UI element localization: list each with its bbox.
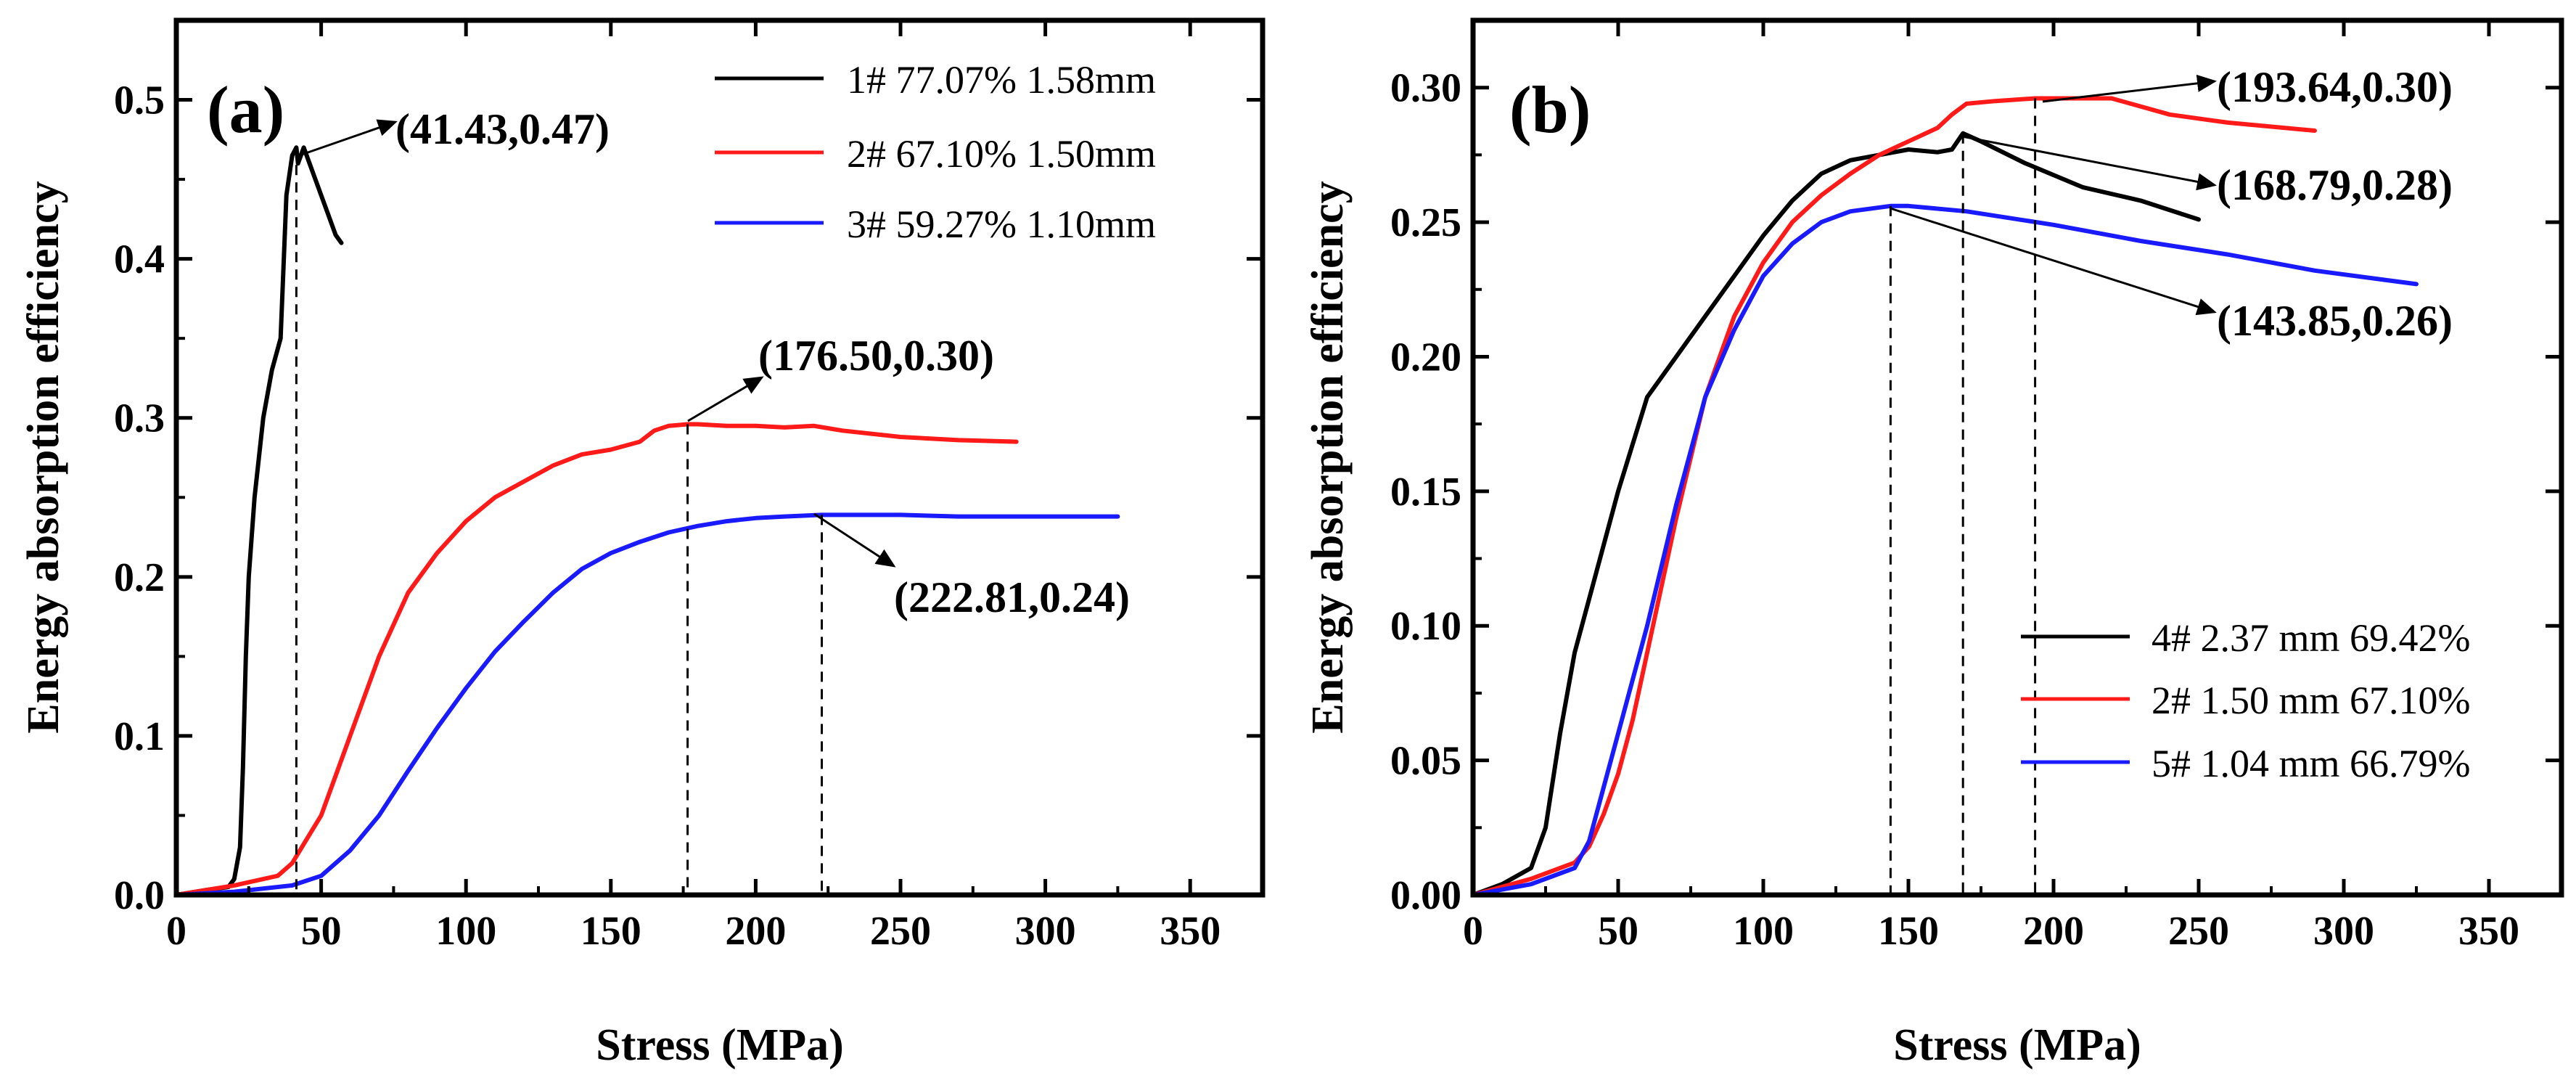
- panel-a-x-tick-label-3: 150: [581, 909, 641, 954]
- panel-a-annotation-2: (176.50,0.30): [687, 332, 994, 422]
- panel-b-annotation-1-label: (193.64,0.30): [2217, 63, 2453, 111]
- panel-a: 0 50 100 150 200 250 300 3500.00.10.20.30.40.5 …: [19, 17, 1266, 1070]
- panel-a-series-line-1: [174, 145, 344, 897]
- panel-a-legend-item-1: 1# 77.07% 1.58mm: [715, 58, 1156, 102]
- panel-a-y-tick-label-0: 0.0: [114, 873, 165, 918]
- panel-a-annotation-1-label: (41.43,0.47): [395, 105, 610, 153]
- panel-a-label: (a): [207, 73, 284, 147]
- panel-b-series-line-1: [1471, 131, 2201, 897]
- panel-a-y-tick-label-5: 0.5: [114, 78, 165, 123]
- panel-b-x-axis-title: Stress (MPa): [1893, 1020, 2141, 1070]
- panel-a-legend-label-2: 2# 67.10% 1.50mm: [847, 132, 1156, 176]
- panel-b-annotation-3-arrow: [1890, 207, 2217, 316]
- panel-b-annotation-1: (193.64,0.30): [2042, 63, 2453, 111]
- panel-b-ticks-layer: 0 50 100 150 200 250 300 350 0.00 0.05 0.10 0.15 0.2…: [1390, 20, 2561, 954]
- panel-b-x-tick-label-4: 200: [2023, 909, 2084, 954]
- panel-b-legend-item-2: 2# 1.50 mm 67.10%: [2021, 679, 2471, 722]
- panel-b-series-line-2: [1471, 96, 2317, 897]
- panel-a-series-layer: [174, 145, 1120, 897]
- panel-b-legend-item-3: 5# 1.04 mm 66.79%: [2021, 742, 2471, 785]
- panel-a-x-tick-label-7: 350: [1160, 909, 1221, 954]
- panel-a-legend-label-1: 1# 77.07% 1.58mm: [847, 58, 1156, 102]
- panel-b-y-axis-title: Energy absorption efficiency: [1303, 181, 1353, 733]
- panel-b-frame: [1470, 17, 2564, 898]
- panel-a-x-tick-label-2: 100: [435, 909, 496, 954]
- panel-a-x-tick-label-6: 300: [1015, 909, 1076, 954]
- panel-a-y-axis-title: Energy absorption efficiency: [19, 181, 68, 733]
- panel-a-y-tick-label-4: 0.4: [114, 237, 165, 282]
- panel-b-x-tick-label-1: 50: [1598, 909, 1638, 954]
- panel-a-legend-item-2: 2# 67.10% 1.50mm: [715, 132, 1156, 176]
- panel-a-annotation-1-arrow: [297, 119, 398, 158]
- panel-b-y-tick-label-1: 0.05: [1390, 739, 1461, 784]
- panel-b-series-line-3: [1471, 203, 2419, 897]
- panel-b-annotation-2-label: (168.79,0.28): [2217, 161, 2453, 209]
- panel-b-x-tick-label-2: 100: [1733, 909, 1794, 954]
- panel-a-x-tick-label-1: 50: [301, 909, 342, 954]
- panel-b-y-tick-label-3: 0.15: [1390, 470, 1461, 515]
- panel-b-annotations: (193.64,0.30) (168.79,0.28) (143.85,0.26…: [1890, 63, 2453, 345]
- panel-b-annotation-1-arrow: [2042, 74, 2217, 103]
- panel-a-annotation-3: (222.81,0.24): [813, 512, 1130, 621]
- panel-b-x-tick-label-6: 300: [2313, 909, 2374, 954]
- panel-a-annotation-3-arrow: [813, 512, 896, 568]
- panel-b-y-tick-label-2: 0.10: [1390, 604, 1461, 649]
- panel-b-legend: 4# 2.37 mm 69.42% 2# 1.50 mm 67.10% 5# 1…: [2021, 616, 2471, 785]
- panel-b-legend-label-2: 2# 1.50 mm 67.10%: [2152, 679, 2471, 722]
- panel-a-x-tick-label-5: 250: [870, 909, 931, 954]
- panel-b-legend-item-1: 4# 2.37 mm 69.42%: [2021, 616, 2471, 660]
- panel-a-legend: 1# 77.07% 1.58mm 2# 67.10% 1.50mm 3# 59.…: [715, 58, 1156, 246]
- panel-b-legend-label-1: 4# 2.37 mm 69.42%: [2152, 616, 2471, 660]
- panel-a-series-line-2: [174, 422, 1019, 897]
- panel-a-annotation-3-label: (222.81,0.24): [894, 573, 1130, 621]
- panel-a-annotation-1: (41.43,0.47): [297, 105, 610, 158]
- panel-b-annotation-2: (168.79,0.28): [1961, 135, 2453, 209]
- panel-a-annotations: (41.43,0.47) (176.50,0.30) (222.81,0.24): [297, 105, 1130, 621]
- panel-a-annotation-2-arrow: [687, 376, 764, 422]
- panel-a-x-axis-title: Stress (MPa): [596, 1020, 843, 1070]
- panel-b-y-tick-label-4: 0.20: [1390, 335, 1461, 380]
- panel-a-guides-layer: [295, 147, 823, 895]
- panel-b-y-tick-label-0: 0.00: [1390, 873, 1461, 918]
- panel-b-annotation-2-arrow: [1961, 135, 2217, 191]
- panel-b-annotation-3: (143.85,0.26): [1890, 207, 2453, 345]
- panel-a-x-tick-label-4: 200: [725, 909, 786, 954]
- panel-a-y-tick-label-2: 0.2: [114, 555, 165, 600]
- panel-b-x-tick-label-0: 0: [1463, 909, 1483, 954]
- panel-b-legend-label-3: 5# 1.04 mm 66.79%: [2152, 742, 2471, 785]
- panel-a-ticks-layer: 0 50 100 150 200 250 300 350 0.0 0.1 0.2 0.3 0.4 0.5: [114, 20, 1263, 954]
- panel-b-annotation-3-label: (143.85,0.26): [2217, 297, 2453, 345]
- panel-a-y-tick-label-1: 0.1: [114, 714, 165, 759]
- panel-a-legend-item-3: 3# 59.27% 1.10mm: [715, 203, 1156, 246]
- panel-b: 0 50 100 150 200 250 300 350 0.00 0.05 0.10 0.15 0.2…: [1303, 17, 2564, 1070]
- panel-b-x-tick-label-5: 250: [2168, 909, 2229, 954]
- panel-b-x-tick-label-7: 350: [2458, 909, 2519, 954]
- panel-b-y-tick-label-6: 0.30: [1390, 66, 1461, 111]
- panel-a-frame: [173, 17, 1266, 898]
- panel-a-annotation-2-label: (176.50,0.30): [758, 332, 994, 380]
- panel-b-x-tick-label-3: 150: [1878, 909, 1939, 954]
- panel-a-x-tick-label-0: 0: [166, 909, 186, 954]
- panel-a-y-tick-label-3: 0.3: [114, 396, 165, 441]
- panel-b-label: (b): [1509, 73, 1591, 147]
- panel-b-y-tick-label-5: 0.25: [1390, 200, 1461, 245]
- panel-a-legend-label-3: 3# 59.27% 1.10mm: [847, 203, 1156, 246]
- panel-a-series-line-3: [174, 512, 1120, 897]
